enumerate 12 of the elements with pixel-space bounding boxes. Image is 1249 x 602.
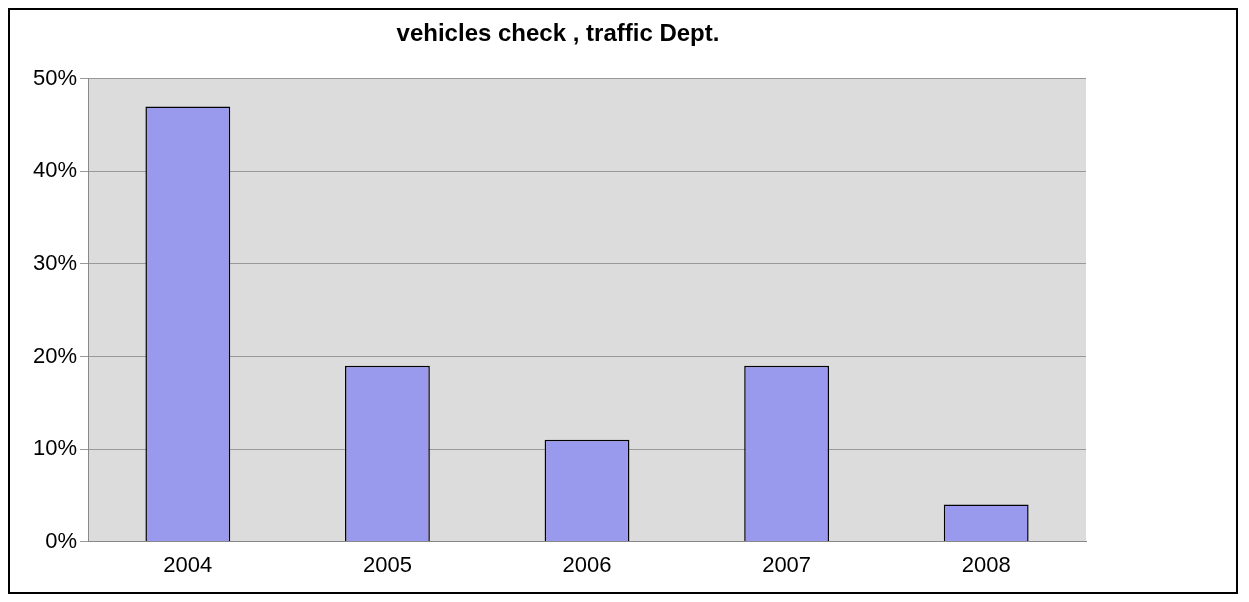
y-tick-label: 0% <box>45 527 78 553</box>
x-tick-label: 2005 <box>362 551 412 577</box>
chart-title: vehicles check , traffic Dept. <box>396 19 720 47</box>
y-tick-label: 50% <box>32 64 78 90</box>
y-tick-label: 10% <box>32 435 78 461</box>
x-tick-label: 2007 <box>762 551 812 577</box>
y-tick-label: 20% <box>32 342 78 368</box>
y-tick-label: 30% <box>32 249 78 275</box>
x-tick-label: 2004 <box>163 551 213 577</box>
x-tick-label: 2006 <box>562 551 612 577</box>
y-tick-label: 40% <box>32 157 78 183</box>
x-tick-label: 2008 <box>961 551 1011 577</box>
